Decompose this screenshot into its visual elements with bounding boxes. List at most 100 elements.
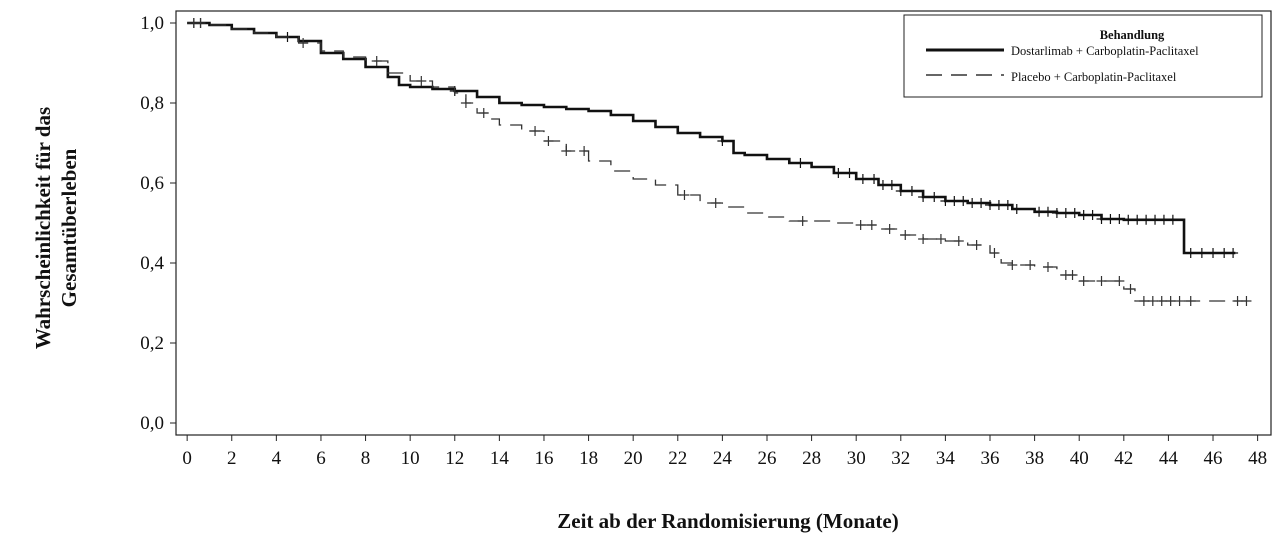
censor-mark-dostarlimab xyxy=(1150,214,1161,225)
censor-mark-placebo xyxy=(530,126,541,136)
censor-mark-placebo xyxy=(416,76,427,86)
censor-mark-dostarlimab xyxy=(1105,214,1116,224)
censor-mark-dostarlimab xyxy=(1078,210,1089,220)
censor-mark-placebo xyxy=(1114,276,1125,286)
censor-mark-placebo xyxy=(1138,296,1149,306)
x-tick-label: 30 xyxy=(847,448,866,469)
x-tick-label: 38 xyxy=(1025,448,1044,469)
x-tick-label: 48 xyxy=(1248,448,1267,469)
censor-mark-dostarlimab xyxy=(1060,208,1071,218)
plot-frame xyxy=(175,10,1272,436)
censor-mark-placebo xyxy=(1096,276,1107,286)
censor-mark-placebo xyxy=(710,198,721,208)
x-tick-label: 8 xyxy=(361,448,371,469)
y-tick-label: 1,0 xyxy=(140,13,164,34)
censor-mark-placebo xyxy=(579,146,590,156)
censor-mark-placebo xyxy=(1025,260,1036,270)
censor-mark-dostarlimab xyxy=(1219,248,1230,258)
censor-mark-dostarlimab xyxy=(918,192,929,202)
legend-entry-placebo: Placebo + Carboplatin-Paclitaxel xyxy=(1011,70,1177,84)
x-tick-label: 24 xyxy=(713,448,733,469)
censor-mark-dostarlimab xyxy=(1034,206,1045,217)
legend-box xyxy=(903,14,1263,98)
censor-mark-dostarlimab xyxy=(1002,200,1013,210)
censor-mark-dostarlimab xyxy=(1167,214,1178,225)
censor-mark-dostarlimab xyxy=(869,174,880,184)
censor-mark-placebo xyxy=(679,190,690,200)
censor-mark-dostarlimab xyxy=(985,200,996,210)
censor-mark-dostarlimab xyxy=(1228,248,1239,258)
censor-mark-placebo xyxy=(1067,270,1078,280)
censor-mark-dostarlimab xyxy=(1158,214,1169,225)
censor-mark-placebo xyxy=(1156,296,1167,306)
censor-mark-placebo xyxy=(561,146,572,156)
series-layer xyxy=(187,18,1252,306)
censor-mark-dostarlimab xyxy=(929,192,940,202)
legend-entry-dostarlimab: Dostarlimab + Carboplatin-Paclitaxel xyxy=(1011,44,1199,58)
censor-mark-dostarlimab xyxy=(886,180,897,190)
x-tick-label: 44 xyxy=(1159,448,1179,469)
censor-mark-dostarlimab xyxy=(993,200,1004,210)
y-tick-label: 0,6 xyxy=(140,173,164,194)
censor-mark-placebo xyxy=(935,234,946,244)
censor-mark-dostarlimab xyxy=(1087,210,1098,220)
censor-mark-dostarlimab xyxy=(1132,214,1143,225)
x-tick-label: 32 xyxy=(891,448,910,469)
x-tick-label: 4 xyxy=(272,448,282,469)
x-tick-label: 42 xyxy=(1114,448,1133,469)
censor-mark-placebo xyxy=(1078,276,1089,286)
censor-mark-dostarlimab xyxy=(1141,214,1152,225)
censor-mark-dostarlimab xyxy=(976,198,987,208)
y-tick-label: 0,0 xyxy=(140,413,164,434)
censor-mark-placebo xyxy=(971,240,982,250)
x-axis-title: Zeit ab der Randomisierung (Monate) xyxy=(557,509,898,533)
censor-mark-placebo xyxy=(953,236,964,246)
censor-mark-placebo xyxy=(371,56,382,66)
censor-mark-dostarlimab xyxy=(1069,208,1080,218)
censor-mark-placebo xyxy=(884,224,895,234)
x-tick-label: 0 xyxy=(182,448,192,469)
censor-mark-placebo xyxy=(478,108,489,118)
x-tick-label: 36 xyxy=(981,448,1000,469)
censor-mark-placebo xyxy=(1174,296,1185,306)
censor-mark-placebo xyxy=(900,230,911,240)
censor-mark-placebo xyxy=(918,234,929,244)
censor-mark-placebo xyxy=(1165,296,1176,306)
x-tick-label: 46 xyxy=(1204,448,1223,469)
x-tick-label: 34 xyxy=(936,448,956,469)
censor-mark-dostarlimab xyxy=(795,158,806,168)
censor-mark-dostarlimab xyxy=(857,174,868,184)
x-tick-label: 12 xyxy=(445,448,464,469)
censor-mark-dostarlimab xyxy=(833,168,844,178)
censor-mark-dostarlimab xyxy=(949,196,960,206)
x-tick-label: 6 xyxy=(316,448,326,469)
censor-mark-placebo xyxy=(543,136,554,146)
x-tick-label: 2 xyxy=(227,448,237,469)
legend-title: Behandlung xyxy=(1100,28,1165,42)
x-tick-label: 20 xyxy=(624,448,643,469)
x-tick-label: 22 xyxy=(668,448,687,469)
censor-mark-dostarlimab xyxy=(967,198,978,208)
censor-mark-dostarlimab xyxy=(1196,248,1207,258)
censor-mark-placebo xyxy=(1147,296,1158,306)
legend: Behandlung Dostarlimab + Carboplatin-Pac… xyxy=(903,14,1263,98)
y-tick-label: 0,2 xyxy=(140,333,164,354)
censor-mark-placebo xyxy=(195,18,206,28)
y-axis-title-line-1: Wahrscheinlichkeit für das xyxy=(31,107,55,349)
censor-mark-dostarlimab xyxy=(1185,248,1196,258)
censor-mark-placebo xyxy=(1241,296,1252,306)
censor-mark-placebo xyxy=(1042,262,1053,272)
censor-mark-dostarlimab xyxy=(940,196,951,206)
censor-mark-dostarlimab xyxy=(895,186,906,196)
axes: 0 2 4 6 8 10 12 14 16 18 20 22 24 26 28 30 32 34 36 38 40 42 4… xyxy=(140,13,1267,469)
censor-mark-placebo xyxy=(855,220,866,230)
x-tick-label: 10 xyxy=(401,448,420,469)
x-tick-label: 18 xyxy=(579,448,598,469)
censor-mark-dostarlimab xyxy=(958,196,969,206)
censor-mark-dostarlimab xyxy=(1114,214,1125,224)
y-axis-title-line-2: Gesamtüberleben xyxy=(57,148,81,307)
x-tick-label: 26 xyxy=(757,448,776,469)
censor-mark-placebo xyxy=(989,248,1000,258)
x-tick-label: 40 xyxy=(1070,448,1089,469)
